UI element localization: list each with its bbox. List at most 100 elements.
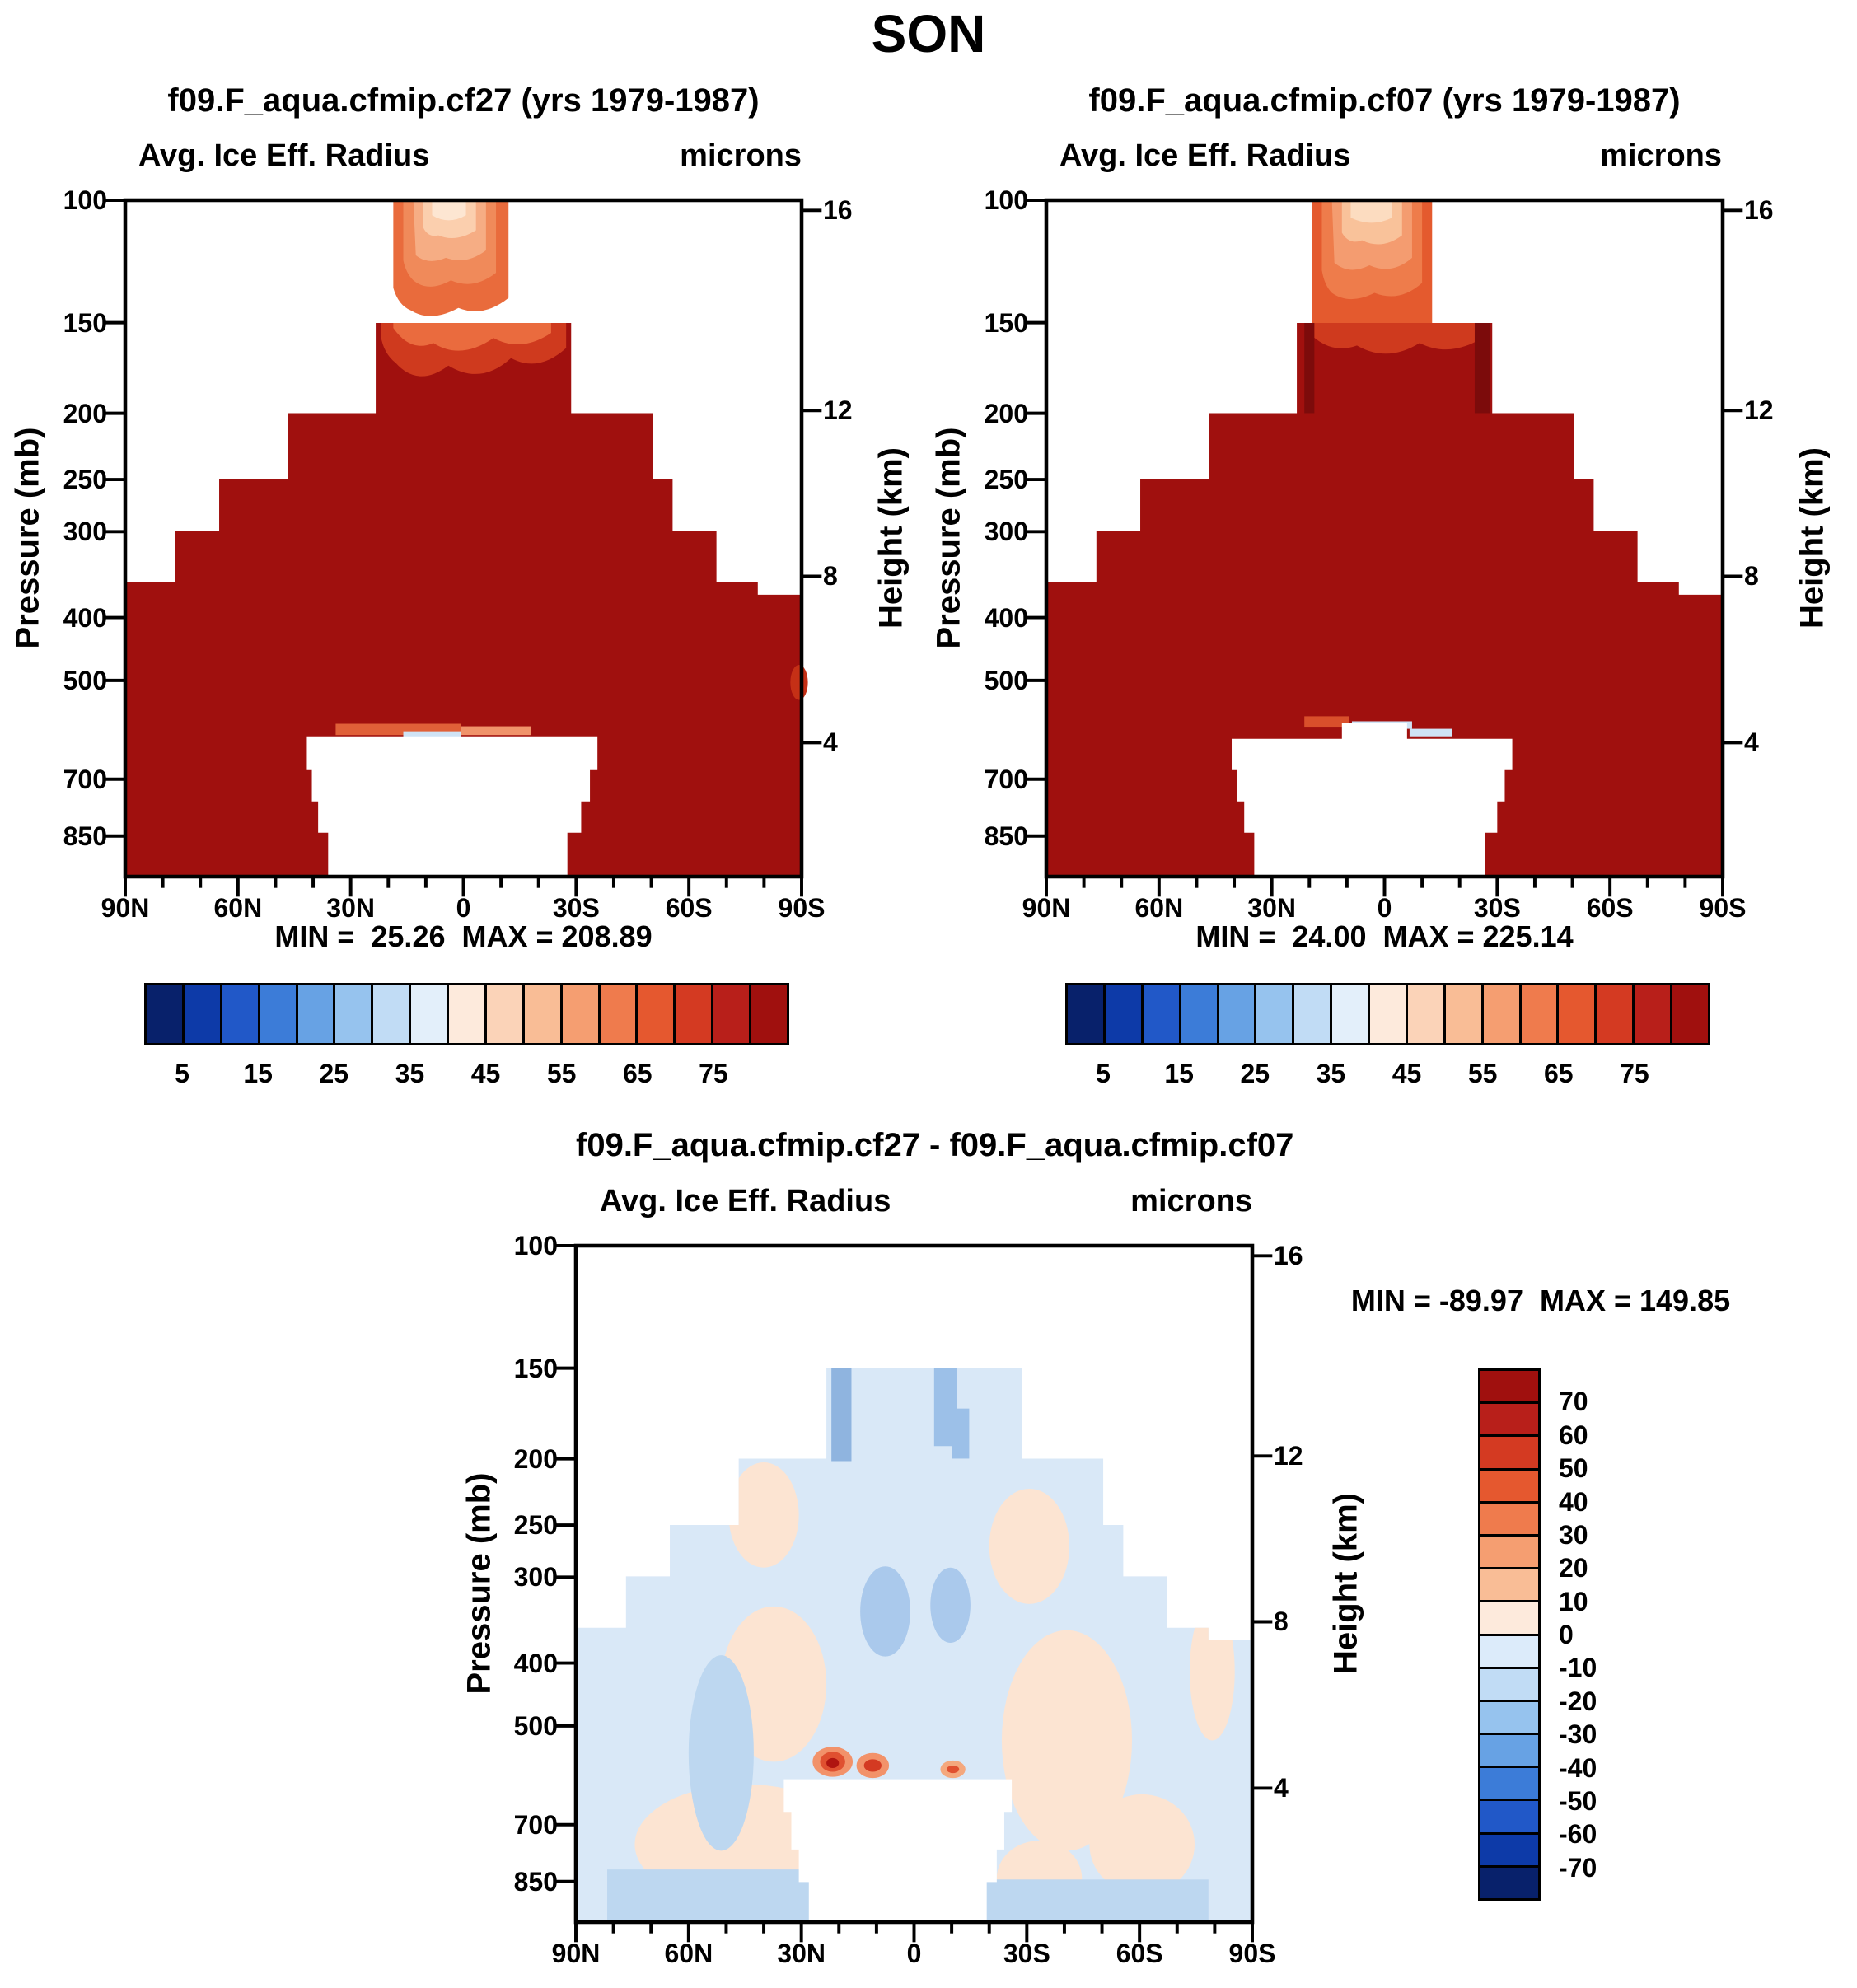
pressure-tick-label: 400 — [984, 602, 1028, 633]
colorbar-box — [295, 985, 334, 1043]
colorbar-box — [1368, 985, 1406, 1043]
pressure-tick-label: 850 — [63, 821, 107, 851]
latitude-tick-label: 0 — [1377, 893, 1392, 923]
panel1-max-field-region — [125, 322, 802, 877]
colorbar-tick-label: -60 — [1559, 1819, 1597, 1850]
colorbar-tick-label: 0 — [1559, 1620, 1574, 1649]
colorbar-box — [1480, 1600, 1538, 1634]
colorbar-box — [1178, 985, 1217, 1043]
colorbar-box — [1443, 985, 1481, 1043]
pressure-tick-label: 100 — [63, 185, 107, 215]
colorbar-box — [1330, 985, 1368, 1043]
colorbar-box — [1292, 985, 1331, 1043]
latitude-tick-label: 30S — [1473, 893, 1521, 923]
pressure-tick-label: 200 — [984, 398, 1028, 428]
difference-height-axis-label: Height (km) — [1327, 1493, 1364, 1674]
pressure-tick-label: 400 — [63, 602, 107, 633]
height-tick-label: 4 — [1744, 727, 1759, 758]
height-tick-label: 4 — [1274, 1773, 1289, 1803]
figure-season-title: SON — [871, 4, 986, 63]
pressure-tick-label: 500 — [513, 1710, 558, 1741]
colorbar-box — [1556, 985, 1595, 1043]
colorbar-tick-label: 55 — [1467, 1059, 1498, 1088]
colorbar-box — [1480, 985, 1519, 1043]
difference-panel-title: f09.F_aqua.cfmip.cf27 - f09.F_aqua.cfmip… — [576, 1127, 1294, 1163]
pressure-tick-label: 250 — [513, 1510, 558, 1541]
latitude-tick-label: 60N — [1134, 893, 1184, 923]
colorbar-tick-label: 35 — [395, 1059, 425, 1088]
pressure-tick-label: 150 — [513, 1353, 558, 1383]
difference-strong-positive-spots — [812, 1747, 966, 1779]
pressure-tick-label: 300 — [63, 517, 107, 547]
colorbar-box — [1480, 1467, 1538, 1501]
difference-no-data-region — [783, 1779, 1013, 1922]
height-tick-label: 8 — [1274, 1607, 1289, 1637]
panel1-no-data-region — [306, 736, 598, 877]
colorbar-tick-label: 45 — [1392, 1059, 1422, 1088]
colorbar-tick-label: 45 — [470, 1059, 501, 1088]
colorbar-tick-label: 75 — [1620, 1059, 1649, 1088]
panel1-variable-label: Avg. Ice Eff. Radius — [138, 138, 430, 173]
latitude-tick-label: 90S — [778, 893, 826, 923]
colorbar — [1065, 983, 1710, 1045]
height-tick-label: 8 — [1744, 561, 1759, 592]
colorbar-box — [1480, 1500, 1538, 1534]
height-tick-label: 8 — [823, 561, 838, 592]
axis-ticks — [555, 1244, 1273, 1943]
colorbar-box — [1480, 1831, 1538, 1865]
panel2-tropical-plume — [1304, 200, 1490, 414]
pressure-tick-label: 400 — [513, 1648, 558, 1678]
colorbar-box — [1670, 985, 1708, 1043]
pressure-tick-label: 500 — [63, 665, 107, 695]
height-tick-label: 12 — [1274, 1441, 1303, 1471]
panel1-tropical-plume — [381, 200, 567, 377]
latitude-tick-label: 30N — [1247, 893, 1296, 923]
colorbar-tick-label: 15 — [243, 1059, 273, 1088]
height-tick-label: 12 — [823, 395, 853, 426]
pressure-tick-label: 200 — [63, 398, 107, 428]
latitude-tick-label: 90N — [1022, 893, 1071, 923]
pressure-tick-label: 100 — [984, 185, 1028, 215]
colorbar-tick-label: 25 — [319, 1059, 349, 1088]
colorbar-box — [1405, 985, 1443, 1043]
colorbar — [144, 983, 789, 1045]
colorbar-tick-label: -50 — [1559, 1785, 1597, 1816]
axis-ticks — [1026, 199, 1743, 897]
panel2-no-data-region — [1232, 722, 1513, 877]
pressure-tick-label: 150 — [984, 307, 1028, 338]
latitude-tick-label: 60S — [1586, 893, 1634, 923]
colorbar-box — [1480, 1799, 1538, 1832]
colorbar-tick-label: 35 — [1316, 1059, 1346, 1088]
panel1-minmax-text: MIN = 25.26 MAX = 208.89 — [274, 919, 653, 953]
colorbar-tick-label: 50 — [1559, 1453, 1588, 1484]
pressure-tick-label: 250 — [984, 465, 1028, 495]
colorbar-box — [1254, 985, 1293, 1043]
colorbar-tick-label: 5 — [175, 1059, 189, 1088]
colorbar-box — [147, 985, 182, 1043]
colorbar-tick-label: 60 — [1559, 1420, 1588, 1450]
difference-variable-label: Avg. Ice Eff. Radius — [600, 1184, 891, 1219]
colorbar-box — [559, 985, 598, 1043]
colorbar-box — [1594, 985, 1633, 1043]
colorbar-box — [1480, 1699, 1538, 1733]
colorbar-tick-label: 70 — [1559, 1387, 1588, 1417]
colorbar-tick-label: 75 — [699, 1059, 728, 1088]
difference-colorbar — [1478, 1368, 1541, 1901]
latitude-tick-label: 90N — [101, 893, 150, 923]
colorbar-box — [1480, 1733, 1538, 1766]
colorbar-tick-label: 65 — [1543, 1059, 1574, 1088]
colorbar-box — [371, 985, 409, 1043]
colorbar-tick-label: 15 — [1164, 1059, 1194, 1088]
difference-units-label: microns — [1130, 1184, 1252, 1219]
colorbar-box — [1480, 1766, 1538, 1799]
latitude-tick-label: 30N — [777, 1939, 826, 1968]
colorbar-tick-label: 10 — [1559, 1586, 1588, 1616]
colorbar-tick-label: 5 — [1096, 1059, 1111, 1088]
latitude-tick-label: 90S — [1228, 1939, 1276, 1968]
pressure-tick-label: 850 — [513, 1866, 558, 1897]
plot-frame — [123, 198, 804, 879]
colorbar-box — [1480, 1567, 1538, 1601]
panel2-units-label: microns — [1600, 138, 1722, 173]
panel1-height-axis-label: Height (km) — [872, 447, 910, 629]
